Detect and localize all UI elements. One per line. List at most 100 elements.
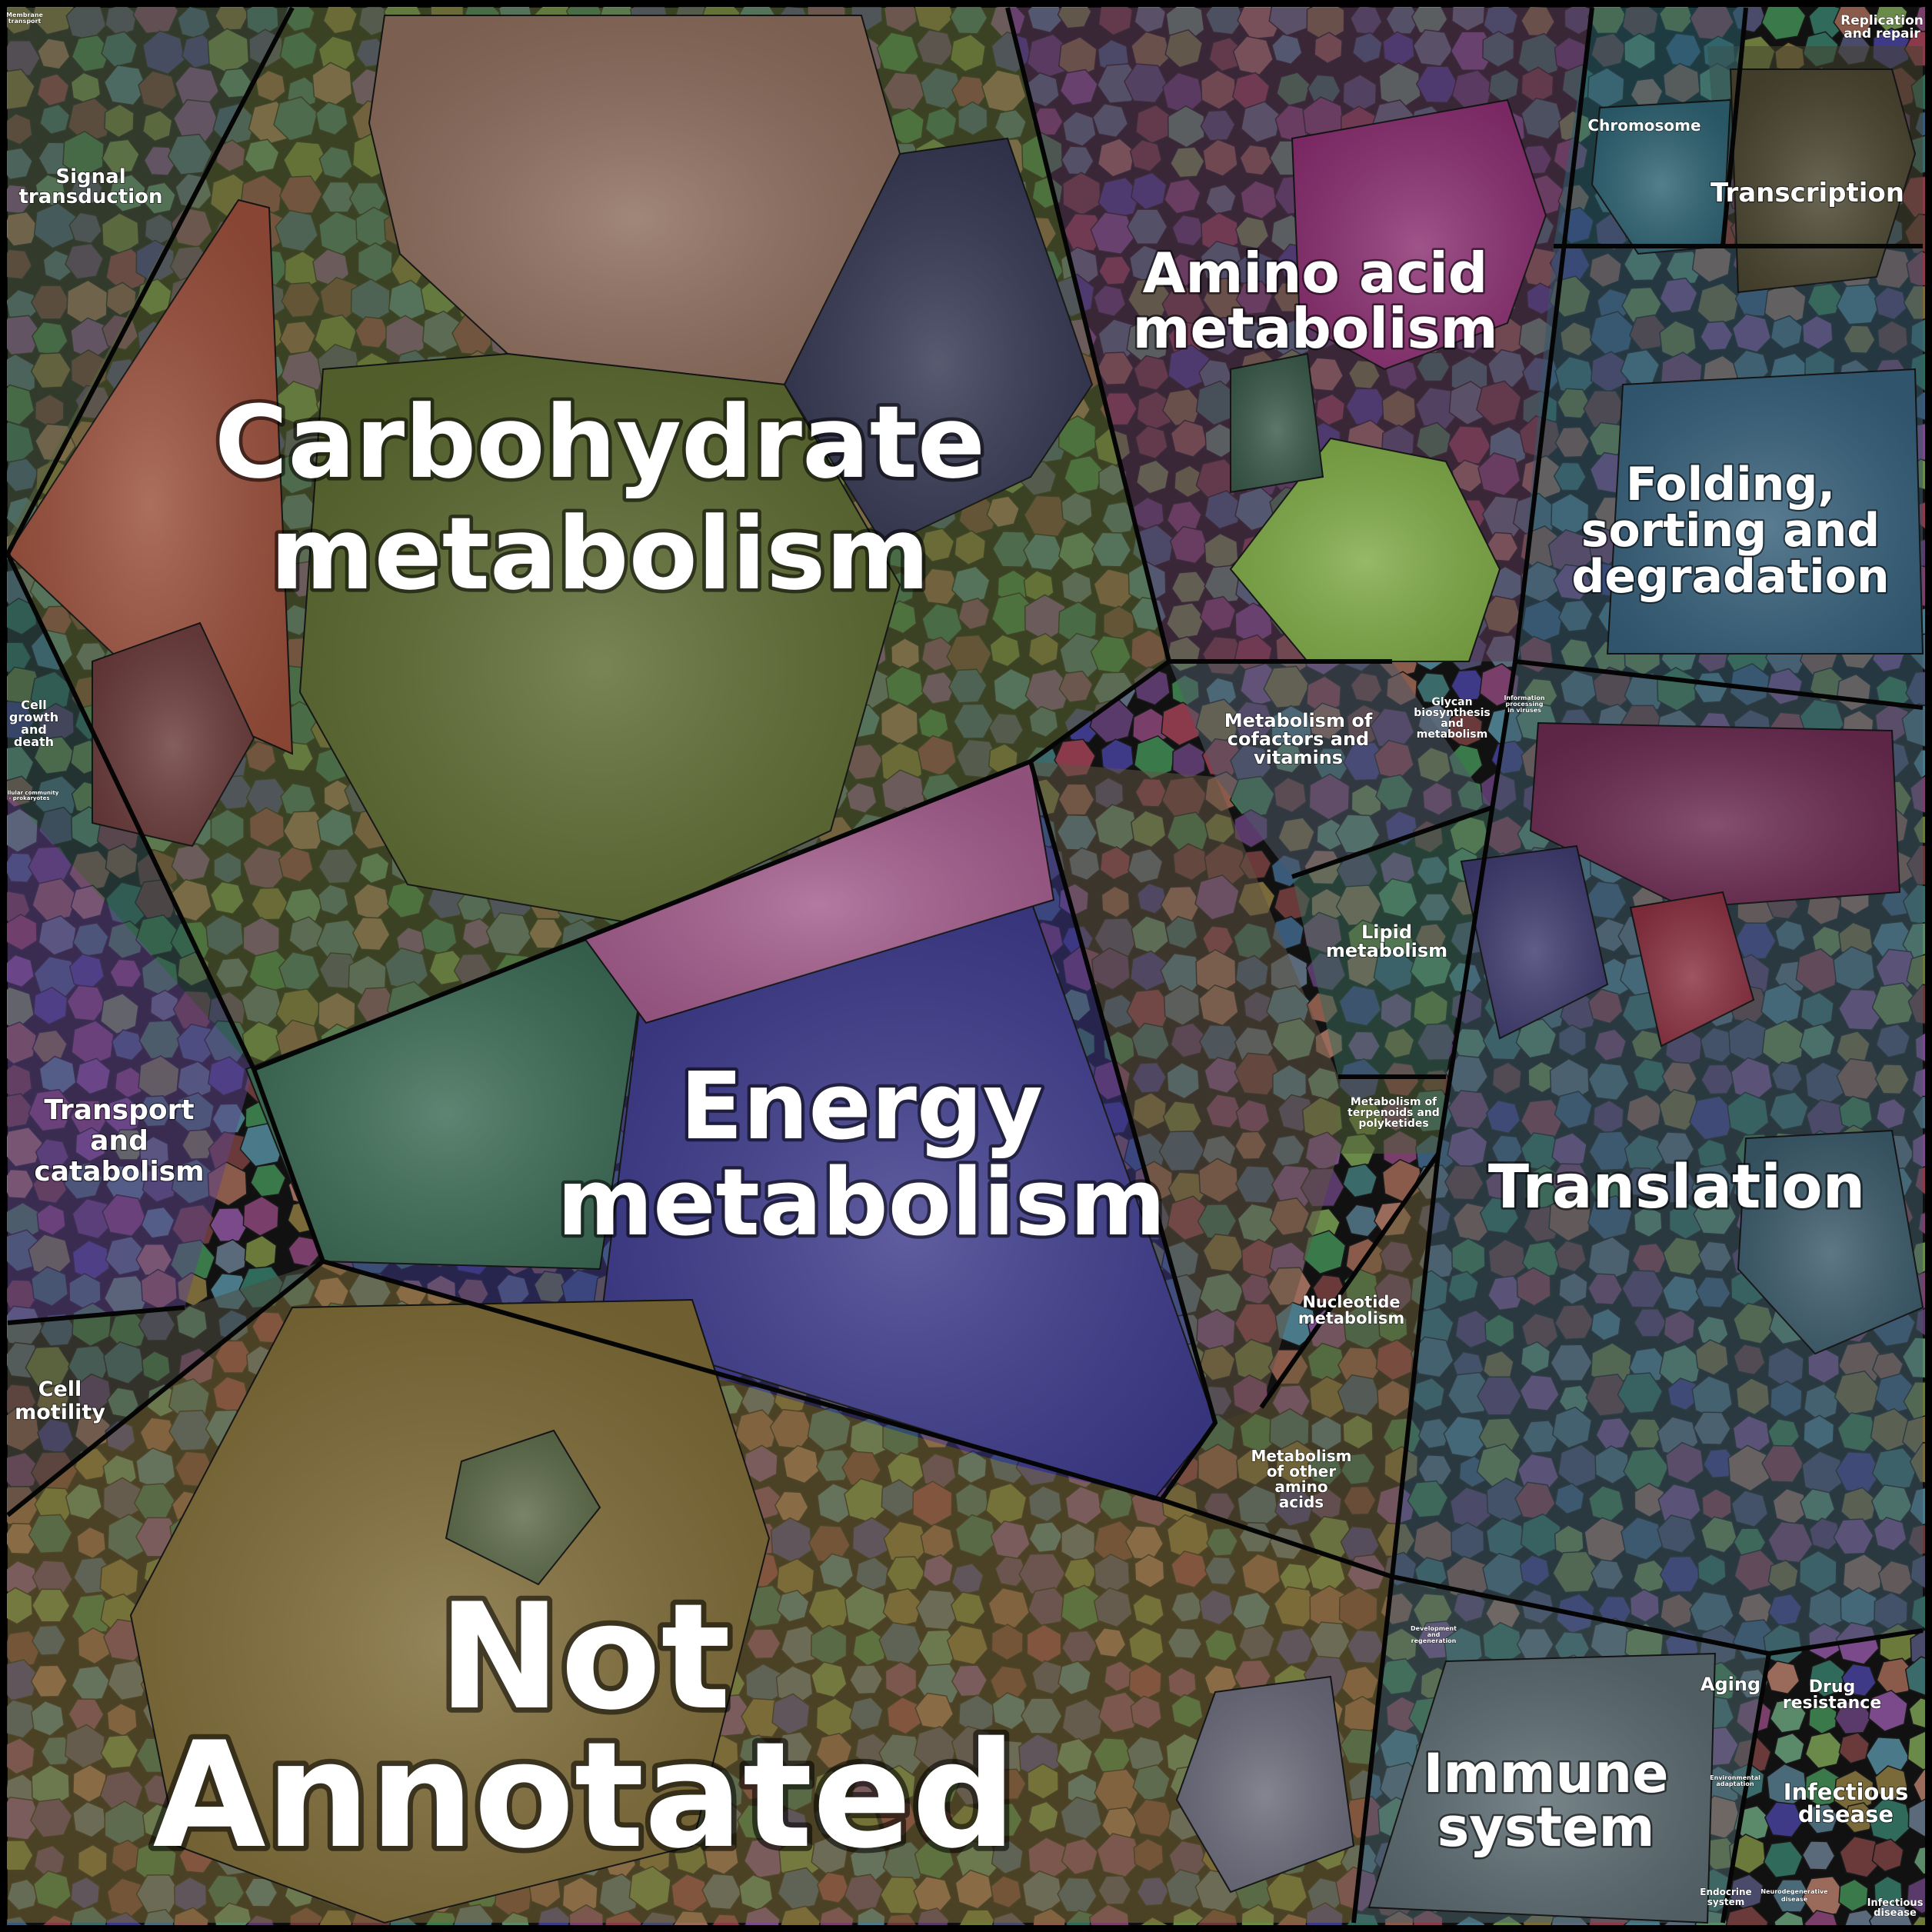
- label-line: processing: [1505, 701, 1543, 708]
- label-line: Translation: [1488, 1153, 1865, 1222]
- label-line: of other: [1267, 1462, 1337, 1481]
- subcategory-cell: [1416, 672, 1451, 705]
- pathway-cell-shade: [1369, 1654, 1715, 1923]
- label-line: growth: [9, 710, 58, 724]
- label-transport: Transport and catabolism: [34, 1094, 204, 1188]
- subcategory-cell: [1450, 669, 1487, 701]
- label-line: metabolism: [1326, 940, 1447, 961]
- label-line: motility: [15, 1401, 105, 1424]
- category-border: [1514, 659, 1924, 710]
- label-line: degradation: [1571, 550, 1889, 604]
- label-line: Infectious: [1867, 1897, 1924, 1909]
- label-line: - prokaryotes: [8, 795, 49, 801]
- label-translation: Translation: [1488, 1153, 1865, 1222]
- pathway-cell-shade: [1231, 354, 1323, 492]
- label-line: Energy: [680, 1054, 1043, 1161]
- pathway-cell-shade: [1461, 846, 1607, 1038]
- label-terpenoids: Metabolism of terpenoids and polyketides: [1347, 1096, 1440, 1130]
- label-line: metabolism: [270, 495, 930, 612]
- label-line: Metabolism of: [1224, 710, 1373, 731]
- label-aging: Aging: [1700, 1674, 1760, 1695]
- category-border: [1028, 761, 1218, 1501]
- label-line: in viruses: [1507, 707, 1541, 714]
- pathway-cell-shade: [369, 15, 900, 385]
- label-development: Development and regeneration: [1411, 1625, 1457, 1644]
- label-other-amino: Metabolism of other amino acids: [1251, 1447, 1351, 1511]
- label-drug: Drug resistance: [1783, 1677, 1882, 1713]
- label-info-viruses: Information processing in viruses: [1504, 695, 1544, 714]
- label-line: cofactors and: [1227, 728, 1369, 750]
- category-border: [5, 552, 256, 1071]
- label-line: metabolism: [1417, 728, 1487, 741]
- pathway-cell-shade: [300, 354, 900, 923]
- label-line: Folding,: [1626, 458, 1835, 511]
- label-line: Development: [1411, 1625, 1457, 1632]
- label-line: Glycan: [1431, 696, 1472, 708]
- subcategory-cell: [1801, 1875, 1847, 1917]
- label-glycan: Glycan biosynthesis and metabolism: [1414, 696, 1490, 741]
- label-line: Amino acid: [1143, 241, 1488, 305]
- label-line: and: [90, 1125, 148, 1157]
- category-border: [1259, 1152, 1441, 1409]
- label-environmental: Environmental adaptation: [1710, 1774, 1760, 1787]
- pathway-cell-shade: [246, 923, 646, 1269]
- label-neuro: Neurodegenerative disease: [1760, 1888, 1828, 1903]
- label-line: adaptation: [1716, 1780, 1754, 1787]
- subcategory-cell: [1100, 738, 1134, 775]
- label-line: Annotated: [153, 1710, 1017, 1880]
- label-line: metabolism: [1298, 1309, 1405, 1327]
- label-growth: Cell growth and death: [9, 698, 58, 749]
- category-borders: [5, 6, 1924, 1924]
- pathway-cell-shade: [600, 900, 1215, 1500]
- label-line: Not: [438, 1572, 731, 1742]
- subcategory-cell: [1834, 1700, 1873, 1734]
- label-line: Carbohydrate: [215, 384, 985, 501]
- subcategory-cell: [1763, 1840, 1804, 1878]
- label-line: Metabolism: [1251, 1447, 1351, 1465]
- label-line: Neurodegenerative: [1760, 1888, 1828, 1895]
- label-line: Lipid: [1361, 921, 1412, 943]
- pathway-cell-shade: [1730, 69, 1915, 292]
- label-signal: Signal transduction: [18, 165, 162, 208]
- label-line: Immune: [1423, 1742, 1668, 1805]
- subcategory-cell: [1838, 1732, 1870, 1764]
- label-energy: Energy metabolism: [557, 1054, 1166, 1257]
- label-line: Cell: [38, 1377, 82, 1401]
- label-line: Environmental: [1710, 1774, 1760, 1781]
- region-terpenoids: [1338, 1077, 1446, 1154]
- pathway-cell-shade: [585, 761, 1054, 1023]
- label-membrane: Membrane transport: [6, 12, 43, 25]
- label-line: metabolism: [557, 1150, 1166, 1257]
- subcategory-cell: [1867, 1689, 1908, 1733]
- subcategory-cell: [1342, 1163, 1378, 1198]
- pathway-cell-shade: [1631, 892, 1754, 1046]
- subcategory-cell: [1871, 1838, 1904, 1873]
- label-motility: Cell motility: [15, 1377, 105, 1424]
- subcategory-cell: [1801, 1840, 1836, 1870]
- label-line: vitamins: [1254, 747, 1343, 768]
- label-line: Infectious: [1784, 1779, 1909, 1805]
- label-line: sorting and: [1581, 504, 1880, 558]
- label-line: catabolism: [34, 1156, 204, 1188]
- label-line: disease: [1798, 1801, 1894, 1827]
- label-line: and: [21, 722, 47, 737]
- label-line: and repair: [1844, 26, 1920, 42]
- category-border: [251, 1068, 1393, 1579]
- label-replication: Replication and repair: [1840, 13, 1924, 42]
- label-line: Cellular community: [0, 790, 59, 796]
- label-carbohydrate: Carbohydrate metabolism: [215, 384, 985, 612]
- pathway-cell-shade: [1177, 1677, 1354, 1892]
- subcategory-cell: [1841, 1663, 1877, 1697]
- label-line: metabolism: [1132, 296, 1497, 361]
- pathway-cell-shade: [1607, 369, 1923, 654]
- label-line: Endocrine: [1700, 1887, 1751, 1897]
- pathway-cell-shade: [1531, 723, 1900, 908]
- category-border: [5, 6, 295, 555]
- label-line: disease: [1781, 1896, 1808, 1903]
- label-line: Nucleotide: [1302, 1293, 1400, 1311]
- subcategory-cell: [1838, 1878, 1869, 1913]
- label-line: Aging: [1700, 1674, 1760, 1695]
- label-line: disease: [1874, 1907, 1917, 1919]
